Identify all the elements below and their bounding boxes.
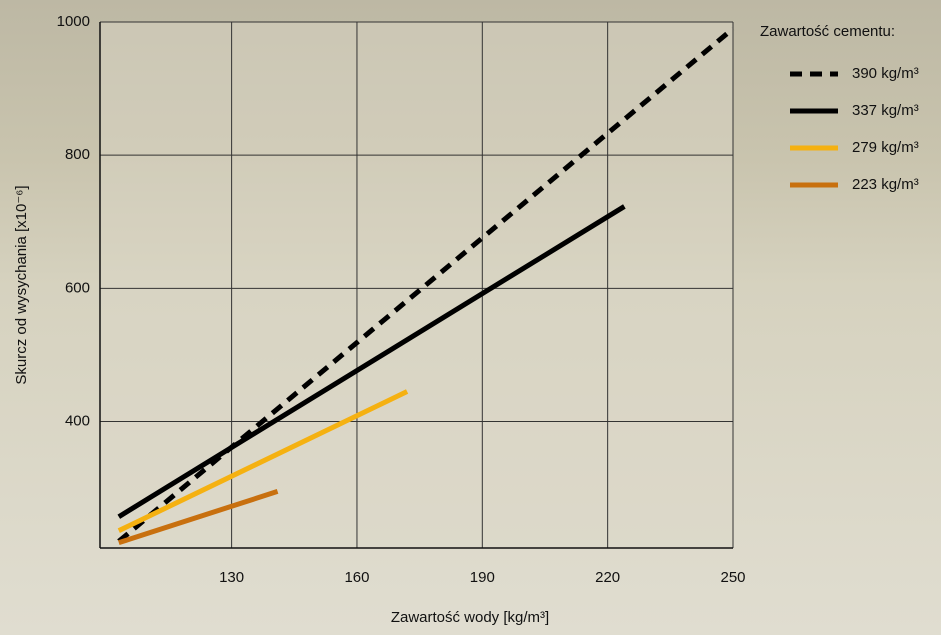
x-axis-label: Zawartość wody [kg/m³] <box>391 609 549 626</box>
legend-title: Zawartość cementu: <box>760 23 895 40</box>
y-tick-label: 800 <box>65 146 90 163</box>
x-tick-label: 220 <box>595 569 620 586</box>
y-tick-label: 600 <box>65 279 90 296</box>
legend-label: 279 kg/m³ <box>852 139 919 156</box>
legend-label: 337 kg/m³ <box>852 102 919 119</box>
chart: Zawartość wody [kg/m³] Skurcz od wysycha… <box>0 0 941 635</box>
y-tick-label: 400 <box>65 412 90 429</box>
legend-label: 390 kg/m³ <box>852 65 919 82</box>
x-tick-label: 250 <box>720 569 745 586</box>
x-tick-label: 130 <box>219 569 244 586</box>
x-tick-label: 160 <box>344 569 369 586</box>
x-tick-label: 190 <box>470 569 495 586</box>
legend-label: 223 kg/m³ <box>852 176 919 193</box>
y-tick-label: 1000 <box>57 13 90 30</box>
y-axis-label: Skurcz od wysychania [x10⁻⁶] <box>13 185 30 384</box>
